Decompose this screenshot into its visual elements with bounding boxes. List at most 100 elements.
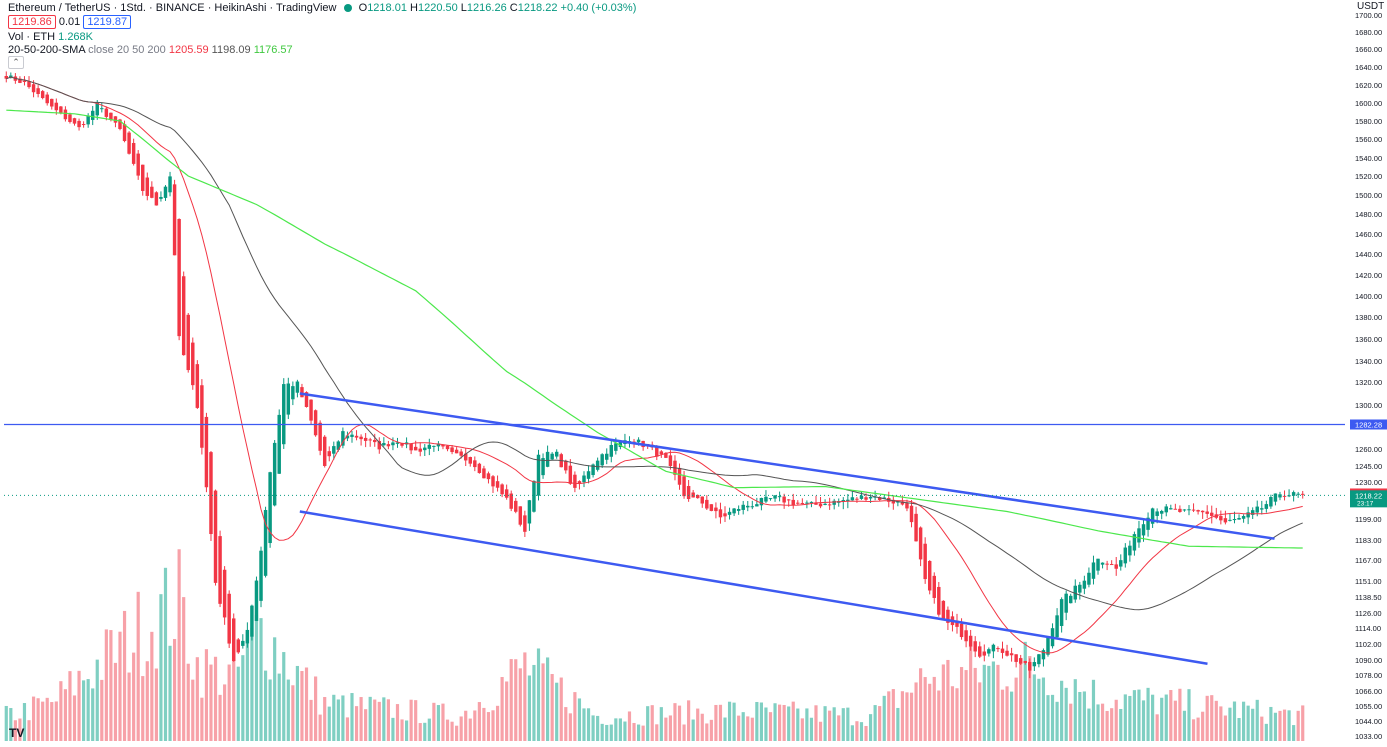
candle-body	[909, 505, 914, 523]
candle-body	[937, 586, 941, 615]
volume-bar	[22, 703, 27, 741]
volume-bar	[1078, 691, 1082, 741]
candle-body	[250, 605, 254, 637]
volume-bar	[1264, 723, 1268, 741]
candle-body	[736, 508, 741, 511]
volume-bar	[964, 670, 968, 741]
candle-body	[955, 620, 959, 627]
volume-bar	[350, 693, 354, 741]
candle-body	[514, 500, 518, 512]
axis-tick-label: 1138.50	[1355, 593, 1382, 602]
volume-bar	[646, 706, 650, 741]
volume-bar	[263, 670, 268, 741]
candle-body	[1237, 518, 1241, 520]
volume-bar	[659, 707, 663, 741]
candle-body	[241, 640, 245, 646]
axis-tick-label: 1260.00	[1355, 445, 1382, 454]
volume-bar	[254, 614, 259, 741]
volume-bar	[564, 707, 568, 741]
candle-body	[536, 454, 541, 496]
candle-body	[400, 443, 404, 446]
candle-body	[595, 460, 600, 470]
volume-bar	[1010, 691, 1014, 741]
candle-body	[1028, 661, 1032, 671]
symbol-title[interactable]: Ethereum / TetherUS · 1Std. · BINANCE · …	[8, 2, 337, 14]
candle-body	[877, 497, 882, 500]
volume-bar	[1087, 708, 1091, 741]
candle-body	[518, 506, 523, 525]
candle-body	[827, 504, 832, 506]
candle-body	[491, 476, 495, 487]
axis-tick-label: 1480.00	[1355, 210, 1382, 219]
candle-body	[600, 454, 604, 466]
volume-bar	[1287, 710, 1291, 741]
volume-bar	[878, 706, 882, 741]
volume-bar	[1028, 656, 1032, 741]
candle-body	[109, 112, 113, 120]
sell-price-button[interactable]: 1219.86	[8, 15, 56, 29]
axis-tick-label: 1500.00	[1355, 191, 1382, 200]
axis-tick-label: 1340.00	[1355, 357, 1382, 366]
volume-bar	[318, 714, 322, 741]
candle-body	[1291, 492, 1296, 496]
candle-body	[982, 651, 987, 656]
axis-tick-label: 1090.00	[1355, 656, 1382, 665]
volume-bar	[737, 715, 741, 741]
candle-body	[436, 443, 441, 447]
candle-body	[523, 515, 527, 532]
candle-body	[996, 648, 1000, 650]
volume-bar	[1023, 641, 1027, 741]
volume-bar	[204, 649, 209, 741]
volume-bar	[445, 719, 450, 741]
volume-bar	[1014, 677, 1018, 741]
volume-bar	[668, 715, 673, 741]
candle-body	[1009, 653, 1014, 656]
volume-bar	[1119, 708, 1123, 741]
volume-bar	[1219, 706, 1223, 741]
volume-bar	[505, 681, 509, 741]
volume-bar	[1037, 678, 1041, 741]
candle-body	[304, 392, 309, 408]
volume-bar	[582, 708, 586, 741]
candle-body	[100, 108, 104, 110]
axis-tick-label: 1114.00	[1355, 624, 1381, 633]
volume-bar	[109, 630, 113, 741]
volume-bar	[314, 676, 318, 741]
candle-body	[172, 184, 177, 256]
candle-body	[732, 508, 736, 514]
candle-body	[118, 119, 122, 129]
axis-tick-label: 1078.00	[1355, 671, 1382, 680]
volume-bar	[696, 708, 700, 741]
volume-bar	[828, 710, 832, 741]
volume-bar	[91, 688, 95, 741]
sma200-value: 1176.57	[253, 44, 293, 56]
volume-legend[interactable]: Vol · ETH 1.268K	[8, 30, 93, 44]
candle-body	[1137, 528, 1141, 543]
volume-bar	[1032, 674, 1036, 741]
candle-body	[1169, 508, 1173, 510]
volume-value: 1.268K	[58, 31, 94, 43]
candle-body	[564, 460, 568, 471]
candle-body	[832, 500, 836, 505]
volume-bar	[991, 661, 995, 741]
volume-bar	[605, 724, 609, 741]
candle-body	[777, 496, 782, 498]
volume-bar	[805, 708, 809, 741]
volume-bar	[95, 659, 99, 741]
volume-bar	[714, 704, 718, 741]
chevron-up-icon[interactable]: ⌃	[8, 56, 24, 69]
candle-body	[127, 132, 131, 154]
tradingview-logo-icon[interactable]: TV	[9, 726, 25, 740]
volume-bar	[768, 712, 773, 741]
volume-bar	[1223, 715, 1227, 741]
sma-legend[interactable]: 20-50-200-SMA close 20 50 200 1205.59 11…	[8, 43, 293, 57]
candle-body	[150, 186, 154, 198]
volume-bar	[104, 629, 108, 741]
candle-body	[186, 314, 190, 371]
candle-body	[1278, 494, 1282, 498]
candle-body	[527, 500, 532, 524]
candle-body	[50, 98, 54, 107]
buy-price-button[interactable]: 1219.87	[83, 15, 132, 29]
